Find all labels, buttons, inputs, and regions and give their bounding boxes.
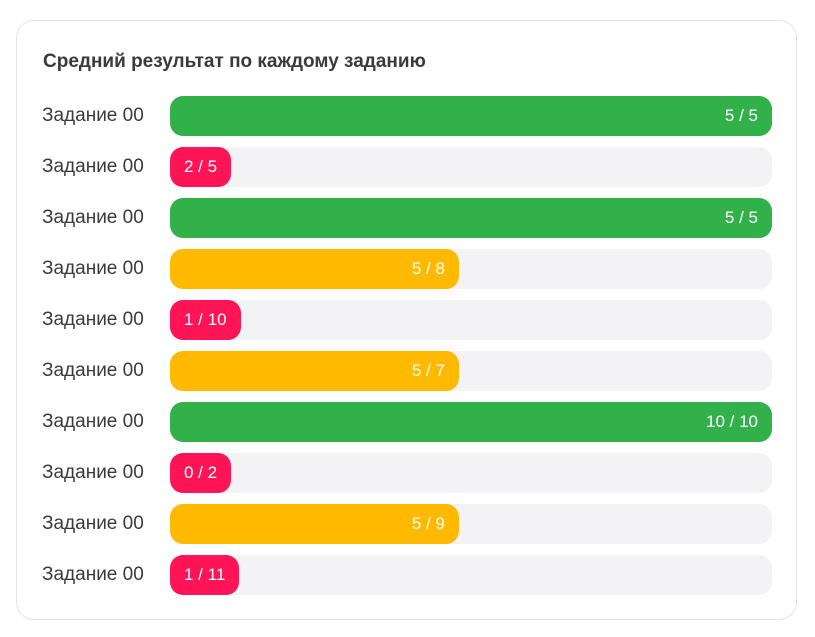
bar-track: 5 / 5 — [170, 198, 772, 238]
bar-fill-low: 2 / 5 — [170, 147, 232, 187]
bar-fill-low: 1 / 11 — [170, 555, 240, 595]
bar-row: Задание 00 1 / 11 — [17, 555, 796, 595]
bar-track: 5 / 7 — [170, 351, 772, 391]
bar-row: Задание 00 10 / 10 — [17, 402, 796, 442]
average-results-card: Средний результат по каждому заданию Зад… — [16, 20, 797, 620]
bar-track: 10 / 10 — [170, 402, 772, 442]
bar-row: Задание 00 5 / 9 — [17, 504, 796, 544]
bar-track: 2 / 5 — [170, 147, 772, 187]
card-title: Средний результат по каждому заданию — [43, 51, 426, 72]
bar-row: Задание 00 5 / 7 — [17, 351, 796, 391]
bar-row: Задание 00 5 / 8 — [17, 249, 796, 289]
bar-row: Задание 00 5 / 5 — [17, 96, 796, 136]
bar-fill-low: 1 / 10 — [170, 300, 241, 340]
bar-fill-medium: 5 / 9 — [170, 504, 459, 544]
bar-track: 1 / 10 — [170, 300, 772, 340]
task-label: Задание 00 — [42, 360, 144, 381]
bar-row: Задание 00 2 / 5 — [17, 147, 796, 187]
bar-fill-high: 5 / 5 — [170, 96, 772, 136]
bar-fill-high: 5 / 5 — [170, 198, 772, 238]
bar-track: 1 / 11 — [170, 555, 772, 595]
task-label: Задание 00 — [42, 462, 144, 483]
bar-fill-medium: 5 / 7 — [170, 351, 459, 391]
bar-track: 0 / 2 — [170, 453, 772, 493]
bar-track: 5 / 9 — [170, 504, 772, 544]
bar-fill-high: 10 / 10 — [170, 402, 772, 442]
task-label: Задание 00 — [42, 156, 144, 177]
task-label: Задание 00 — [42, 258, 144, 279]
task-label: Задание 00 — [42, 411, 144, 432]
bar-fill-low: 0 / 2 — [170, 453, 232, 493]
bar-fill-medium: 5 / 8 — [170, 249, 459, 289]
bar-row: Задание 00 1 / 10 — [17, 300, 796, 340]
task-label: Задание 00 — [42, 105, 144, 126]
bar-row: Задание 00 0 / 2 — [17, 453, 796, 493]
bar-track: 5 / 5 — [170, 96, 772, 136]
task-label: Задание 00 — [42, 309, 144, 330]
task-label: Задание 00 — [42, 513, 144, 534]
bar-row: Задание 00 5 / 5 — [17, 198, 796, 238]
task-label: Задание 00 — [42, 564, 144, 585]
task-label: Задание 00 — [42, 207, 144, 228]
bar-track: 5 / 8 — [170, 249, 772, 289]
